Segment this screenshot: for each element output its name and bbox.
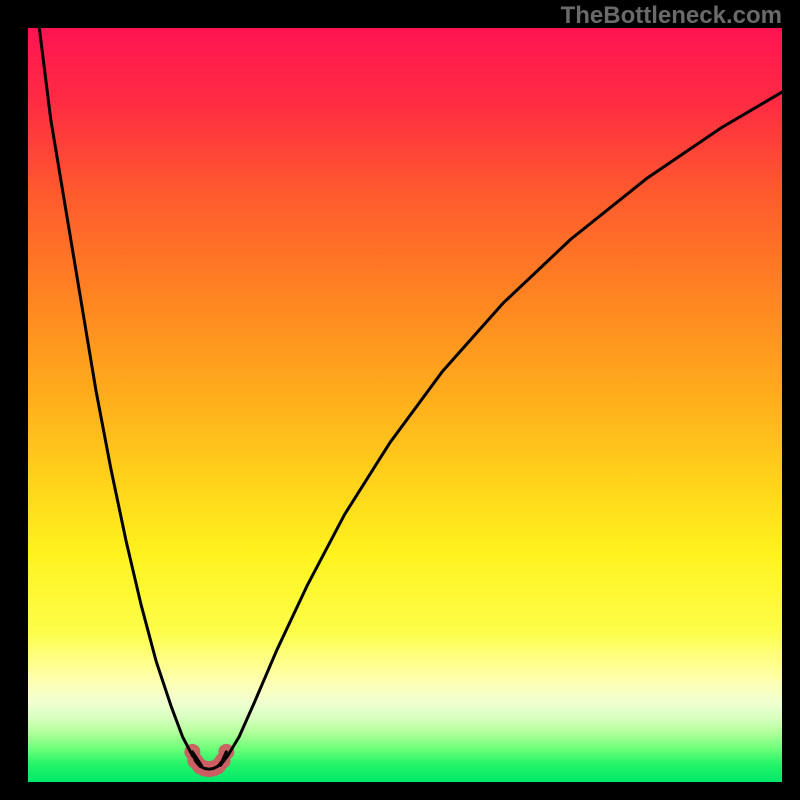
watermark-text: TheBottleneck.com <box>561 2 782 30</box>
background-gradient <box>28 28 782 782</box>
plot-area <box>28 28 782 782</box>
plot-svg <box>28 28 782 782</box>
marker-trace <box>184 744 234 777</box>
bottleneck-curve <box>39 28 782 769</box>
